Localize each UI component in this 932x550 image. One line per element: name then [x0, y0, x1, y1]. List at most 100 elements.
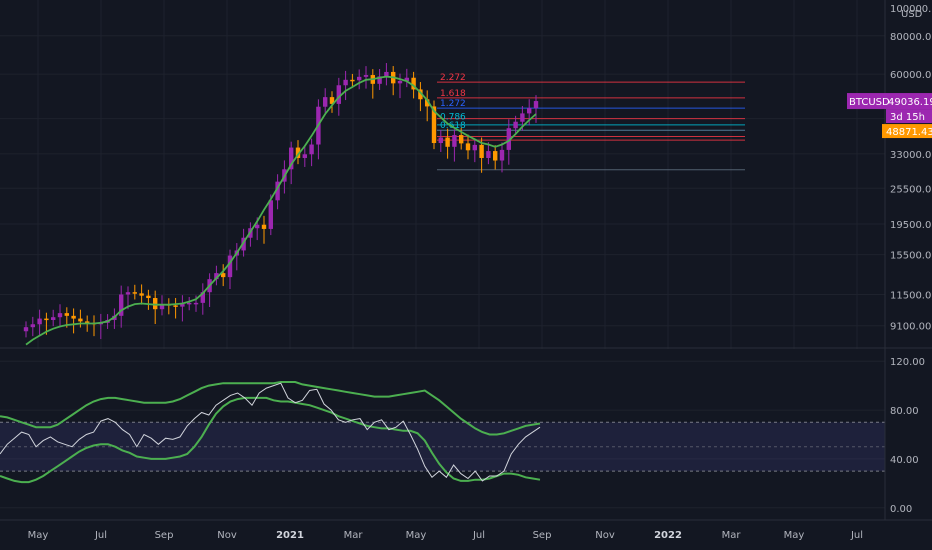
- currency-label: USD: [901, 9, 923, 20]
- oscillator-tick-label: 80.00: [890, 406, 919, 417]
- symbol-label: BTCUSD: [849, 97, 890, 108]
- time-tick-label: Jul: [850, 530, 863, 541]
- candle-body: [23, 327, 29, 332]
- oscillator-tick-label: 40.00: [890, 455, 919, 466]
- candle-body: [445, 137, 450, 147]
- candle-body: [57, 313, 63, 318]
- candle-body: [465, 143, 471, 151]
- candle-body: [506, 128, 511, 150]
- price-axis[interactable]: 100000.00 USD 80000.0060000.0043000.0033…: [890, 4, 932, 333]
- candle-body: [275, 181, 280, 201]
- price-pane-bg: [0, 0, 885, 348]
- price-scale-top-label: 100000.00: [890, 4, 932, 15]
- candle-body: [71, 315, 76, 319]
- oscillator-axis[interactable]: 120.00 80.00 40.00 0.00: [890, 357, 925, 515]
- candle-body: [302, 154, 307, 158]
- candle-body: [255, 224, 260, 229]
- oscillator-pane[interactable]: [0, 349, 885, 520]
- oscillator-band: [0, 422, 885, 472]
- candle-body: [37, 318, 42, 325]
- oscillator-upper-band: [0, 381, 541, 436]
- candle-body: [85, 321, 90, 323]
- candle-body: [493, 151, 498, 161]
- oscillator-lower-band: [0, 396, 541, 484]
- candle-body: [180, 304, 185, 307]
- candle-body: [146, 295, 151, 299]
- candle-body: [357, 76, 362, 81]
- fib-level-label: 2.272: [440, 73, 466, 83]
- oscillator-tick-label: 0.00: [890, 504, 912, 515]
- fib-level-label: 0.786: [440, 113, 466, 123]
- price-tick-label: 25500.00: [890, 184, 932, 195]
- candle-body: [289, 147, 294, 170]
- candle-body: [452, 135, 457, 147]
- candle-body: [336, 85, 341, 104]
- last-price-tag: [847, 93, 932, 110]
- candle-body: [329, 97, 335, 104]
- candle-body: [431, 106, 437, 144]
- candle-body: [438, 137, 443, 144]
- candle-body: [520, 113, 525, 122]
- oscillator-pane-bg: [0, 349, 885, 520]
- candle-body: [363, 75, 369, 77]
- oscillator-tick-label: 120.00: [890, 357, 925, 368]
- moving-average-line: [25, 75, 537, 346]
- time-tick-label: Nov: [595, 530, 615, 541]
- time-tick-label: May: [28, 530, 49, 541]
- time-tick-label: 2021: [276, 530, 304, 541]
- candle-body: [241, 237, 246, 251]
- candle-body: [459, 135, 464, 144]
- candle-body: [200, 292, 205, 303]
- candles: [23, 63, 539, 340]
- time-tick-label: Sep: [155, 530, 174, 541]
- candle-body: [119, 294, 124, 316]
- fibonacci-lines: [437, 81, 745, 171]
- candle-body: [173, 305, 178, 307]
- time-tick-label: May: [406, 530, 427, 541]
- candle-body: [418, 89, 423, 100]
- countdown-tag: [886, 109, 932, 124]
- price-tick-label: 33000.00: [890, 150, 932, 161]
- ma-value-tag: [882, 124, 932, 139]
- price-tick-label: 9100.00: [890, 322, 931, 333]
- time-tick-label: Mar: [722, 530, 742, 541]
- candle-body: [132, 292, 137, 294]
- oscillator-line: [0, 382, 541, 482]
- price-tick-label: 11500.00: [890, 290, 932, 301]
- candle-body: [404, 77, 409, 81]
- candle-body: [472, 144, 477, 151]
- candle-body: [397, 80, 403, 84]
- candle-body: [214, 273, 219, 280]
- fib-level-label: 1.618: [440, 89, 466, 99]
- candle-body: [139, 293, 144, 296]
- candle-body: [227, 255, 233, 278]
- candle-body: [411, 77, 416, 90]
- candle-body: [350, 79, 355, 82]
- candle-body: [125, 292, 131, 295]
- candle-body: [323, 97, 328, 107]
- time-tick-label: Jul: [94, 530, 107, 541]
- time-tick-label: 2022: [654, 530, 682, 541]
- countdown-label: 3d 15h: [890, 112, 925, 123]
- candle-body: [159, 304, 165, 310]
- candle-body: [153, 298, 158, 310]
- candle-body: [527, 108, 532, 114]
- time-tick-label: Mar: [344, 530, 364, 541]
- time-tick-label: May: [784, 530, 805, 541]
- fib-level-label: 1.272: [440, 99, 466, 109]
- candle-body: [513, 121, 518, 129]
- candle-body: [377, 76, 382, 84]
- candle-body: [44, 318, 49, 321]
- time-axis[interactable]: May Jul Sep Nov 2021 Mar May Jul Sep Nov 2022 Mar Ma…: [28, 530, 863, 541]
- candle-body: [64, 313, 69, 316]
- ma-value-label: 48871.43: [886, 127, 932, 138]
- candle-body: [221, 273, 226, 278]
- candle-body: [261, 224, 267, 229]
- price-tick-label: 60000.00: [890, 70, 932, 81]
- candle-body: [193, 302, 199, 305]
- candle-body: [309, 144, 314, 155]
- candle-body: [30, 324, 35, 328]
